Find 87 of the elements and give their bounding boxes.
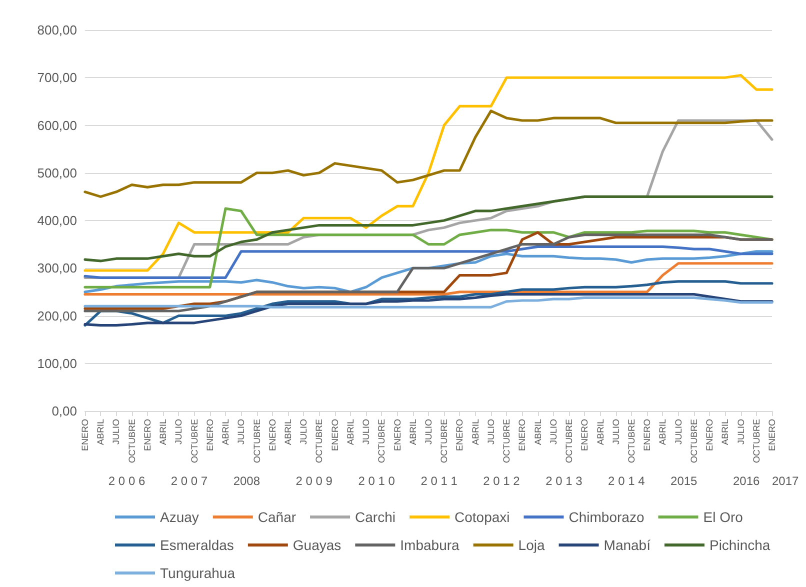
x-tick-label: JULIO	[548, 419, 558, 445]
y-tick-label: 700,00	[37, 70, 77, 86]
y-tick-label: 100,00	[37, 356, 77, 371]
text: 2 0 1 2	[483, 474, 520, 488]
line-series	[84, 262, 774, 296]
text: 2 0 0 9	[296, 474, 333, 488]
x-tick-label: ABRIL	[408, 419, 418, 446]
x-tick-label: ENERO	[142, 419, 152, 452]
x-tick-label: ENERO	[392, 419, 402, 452]
x-tick-label: ENERO	[454, 419, 465, 452]
x-tick-label: OCTUBRE	[502, 419, 512, 464]
x-tick-label: ENERO	[80, 419, 90, 452]
x-tick-label: OCTUBRE	[564, 419, 574, 464]
x-tick-label: OCTUBRE	[126, 419, 137, 464]
legend-label: Chimborazo	[568, 509, 644, 525]
x-tick-label: ABRIL	[96, 419, 106, 446]
legend-label: Guayas	[292, 537, 342, 553]
x-tick-label: ABRIL	[720, 419, 730, 446]
x-tick-label: JULIO	[736, 419, 746, 445]
line-series	[84, 207, 774, 288]
x-tick-label: JULIO	[111, 419, 122, 445]
x-tick-label: OCTUBRE	[252, 419, 262, 464]
legend-label: Carchi	[355, 509, 396, 525]
line-series	[84, 245, 774, 279]
line-series	[84, 296, 774, 308]
x-tick-label: JULIO	[673, 419, 684, 445]
y-tick-label: 300,00	[37, 260, 77, 276]
line-series	[84, 74, 774, 272]
y-tick-label: 500,00	[37, 165, 77, 180]
x-tick-label: JULIO	[424, 419, 434, 445]
legend-label: Tungurahua	[160, 565, 236, 581]
x-tick-label: ABRIL	[345, 419, 356, 446]
x-tick-label: JULIO	[174, 419, 184, 445]
x-tick-label: ENERO	[580, 419, 590, 452]
text: 2008	[233, 474, 260, 488]
x-tick-label: ENERO	[767, 419, 777, 452]
text: 2015	[670, 474, 698, 488]
x-tick-label: ENERO	[517, 419, 528, 452]
line-series	[84, 110, 774, 198]
x-tick-label: ABRIL	[658, 419, 668, 446]
x-tick-label: ENERO	[642, 419, 652, 452]
x-tick-label: JULIO	[610, 419, 621, 445]
legend-label: Manabí	[604, 537, 651, 553]
x-tick-label: ENERO	[267, 419, 278, 452]
text: 2 0 1 4	[608, 474, 646, 488]
y-tick-label: 600,00	[37, 118, 77, 133]
line-series	[84, 293, 774, 327]
x-tick-label: JULIO	[486, 419, 496, 445]
y-tick-label: 400,00	[37, 213, 77, 228]
x-tick-label: ABRIL	[282, 419, 293, 446]
x-tick-label: OCTUBRE	[189, 419, 200, 464]
legend-label: Azuay	[160, 509, 199, 525]
text: 2 0 1 1	[420, 474, 458, 488]
x-tick-label: JULIO	[298, 419, 309, 445]
x-tick-label: ENERO	[330, 419, 340, 452]
y-tick-label: 200,00	[37, 308, 77, 324]
legend-label: Imbabura	[400, 537, 460, 553]
x-tick-label: JULIO	[361, 419, 372, 445]
x-tick-label: ABRIL	[532, 419, 543, 446]
legend-label: Loja	[518, 537, 545, 553]
text: 2017	[772, 474, 800, 488]
text: 2 0 1 3	[546, 474, 583, 488]
legend-label: Cañar	[258, 509, 296, 525]
legend-label: Esmeraldas	[160, 537, 234, 553]
legend-label: Cotopaxi	[454, 509, 510, 525]
legend-label: El Oro	[703, 509, 744, 525]
x-tick-label: OCTUBRE	[439, 419, 450, 464]
text: 2 0 1 0	[358, 474, 396, 488]
text: 2016	[732, 474, 760, 488]
x-tick-label: OCTUBRE	[376, 419, 387, 464]
x-tick-label: OCTUBRE	[626, 419, 636, 464]
x-tick-label: ABRIL	[158, 419, 168, 446]
text: 2 0 0 6	[108, 474, 146, 488]
x-tick-label: ENERO	[704, 419, 715, 452]
legend-label: Pichincha	[709, 537, 770, 553]
text: 2 0 0 7	[170, 474, 208, 488]
x-tick-label: OCTUBRE	[688, 419, 699, 464]
x-tick-label: ABRIL	[220, 419, 231, 446]
line-series	[84, 195, 774, 262]
y-tick-label: 800,00	[37, 22, 77, 38]
x-tick-label: ABRIL	[470, 419, 480, 446]
x-tick-label: JULIO	[236, 419, 246, 445]
x-tick-label: ENERO	[204, 419, 215, 452]
x-tick-label: OCTUBRE	[314, 419, 324, 464]
x-tick-label: OCTUBRE	[751, 419, 762, 464]
y-tick-label: 0,00	[52, 404, 77, 418]
x-tick-label: ABRIL	[595, 419, 606, 446]
